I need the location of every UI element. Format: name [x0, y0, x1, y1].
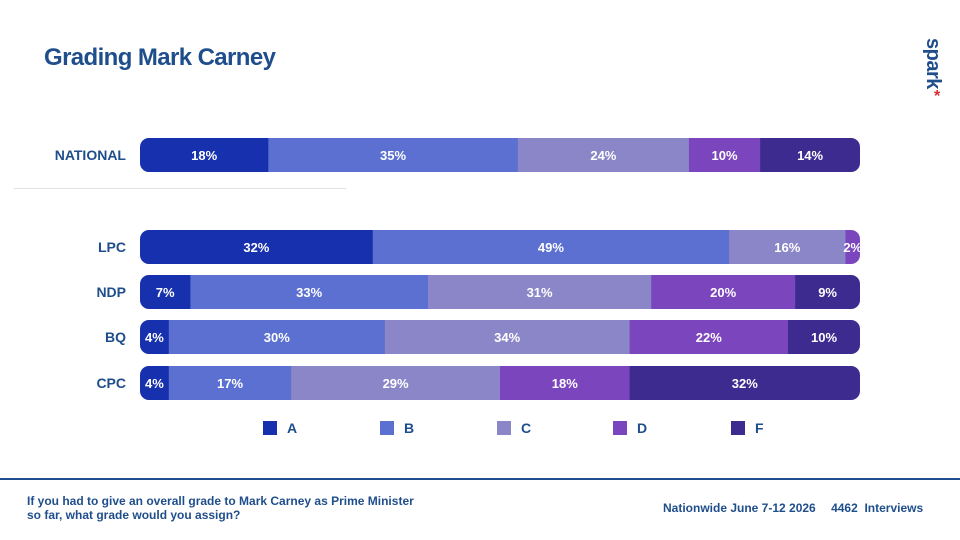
bar-segment-bq-c — [384, 320, 631, 354]
row-label-lpc: LPC — [98, 239, 126, 255]
legend-swatch-b — [380, 421, 394, 435]
bar-segment-cpc-c — [291, 366, 501, 400]
data-label-lpc-a: 32% — [243, 240, 269, 255]
survey-question: If you had to give an overall grade to M… — [27, 494, 414, 522]
bar-segment-cpc-f — [629, 366, 860, 400]
bar-segment-bq-d — [629, 320, 789, 354]
bar-segment-cpc-a — [140, 366, 170, 400]
data-label-bq-b: 30% — [264, 330, 290, 345]
survey-sample-size: 4462 Interviews — [831, 501, 924, 515]
data-label-bq-c: 34% — [494, 330, 520, 345]
legend-swatch-d — [613, 421, 627, 435]
data-label-national-d: 10% — [712, 148, 738, 163]
data-label-ndp-b: 33% — [296, 285, 322, 300]
data-label-cpc-f: 32% — [732, 376, 758, 391]
data-label-ndp-d: 20% — [710, 285, 736, 300]
bar-segment-national-a — [140, 138, 269, 172]
data-label-national-b: 35% — [380, 148, 406, 163]
bar-row-national: 18% 35% 24% 10% 14% — [140, 138, 860, 172]
legend-label-d: D — [637, 420, 647, 436]
data-label-lpc-c: 16% — [774, 240, 800, 255]
footer-divider — [0, 478, 960, 480]
data-label-cpc-a: 4% — [145, 376, 164, 391]
bar-segment-ndp-a — [140, 275, 191, 309]
data-label-cpc-c: 29% — [383, 376, 409, 391]
bar-segment-lpc-b — [372, 230, 730, 264]
stacked-bar-chart: NATIONAL 18% 35% 24% 10% 14% LPC 32% 49% 16% 2% NDP… — [55, 138, 862, 436]
survey-source: Nationwide June 7-12 2026 4462 Interview… — [663, 501, 923, 515]
bar-row-ndp: 7% 33% 31% 20% 9% — [140, 275, 860, 309]
data-label-lpc-b: 49% — [538, 240, 564, 255]
legend-swatch-c — [497, 421, 511, 435]
bar-segment-ndp-d — [651, 275, 796, 309]
bar-segment-national-c — [517, 138, 690, 172]
bar-segment-ndp-c — [428, 275, 652, 309]
data-label-national-a: 18% — [191, 148, 217, 163]
bar-segment-lpc-c — [729, 230, 846, 264]
legend-label-b: B — [404, 420, 414, 436]
row-label-bq: BQ — [105, 329, 126, 345]
bar-segment-lpc-a — [140, 230, 374, 264]
data-label-bq-f: 10% — [811, 330, 837, 345]
bar-segment-cpc-b — [168, 366, 292, 400]
bar-segment-cpc-d — [500, 366, 631, 400]
legend-label-f: F — [755, 420, 764, 436]
logo-asterisk-icon: * — [934, 88, 941, 105]
bar-row-bq: 4% 30% 34% 22% 10% — [140, 320, 860, 354]
bar-row-cpc: 4% 17% 29% 18% 32% — [140, 366, 860, 400]
data-label-bq-d: 22% — [696, 330, 722, 345]
data-label-lpc-d: 2% — [843, 240, 862, 255]
section-divider — [14, 188, 346, 189]
bar-segment-national-d — [688, 138, 761, 172]
row-label-ndp: NDP — [96, 284, 126, 300]
data-label-ndp-a: 7% — [156, 285, 175, 300]
bar-segment-national-b — [268, 138, 519, 172]
bar-segment-bq-a — [140, 320, 170, 354]
data-label-cpc-d: 18% — [552, 376, 578, 391]
bar-segment-ndp-b — [190, 275, 429, 309]
bar-segment-national-f — [760, 138, 860, 172]
bar-segment-ndp-f — [795, 275, 860, 309]
legend-label-a: A — [287, 420, 297, 436]
bar-rows: NATIONAL 18% 35% 24% 10% 14% LPC 32% 49% 16% 2% NDP… — [55, 138, 862, 400]
row-label-cpc: CPC — [96, 375, 126, 391]
legend-label-c: C — [521, 420, 531, 436]
data-label-ndp-c: 31% — [527, 285, 553, 300]
row-label-national: NATIONAL — [55, 147, 127, 163]
bar-segment-lpc-d — [845, 230, 860, 264]
bar-segment-bq-f — [788, 320, 860, 354]
legend-swatch-a — [263, 421, 277, 435]
legend-swatch-f — [731, 421, 745, 435]
bar-row-lpc: 32% 49% 16% 2% — [140, 230, 862, 264]
page-title: Grading Mark Carney — [44, 44, 276, 71]
bar-segment-bq-b — [168, 320, 386, 354]
data-label-cpc-b: 17% — [217, 376, 243, 391]
data-label-national-c: 24% — [590, 148, 616, 163]
data-label-national-f: 14% — [797, 148, 823, 163]
data-label-ndp-f: 9% — [818, 285, 837, 300]
data-label-bq-a: 4% — [145, 330, 164, 345]
spark-logo: spark * — [914, 38, 954, 105]
survey-dates: Nationwide June 7-12 2026 — [663, 501, 816, 515]
